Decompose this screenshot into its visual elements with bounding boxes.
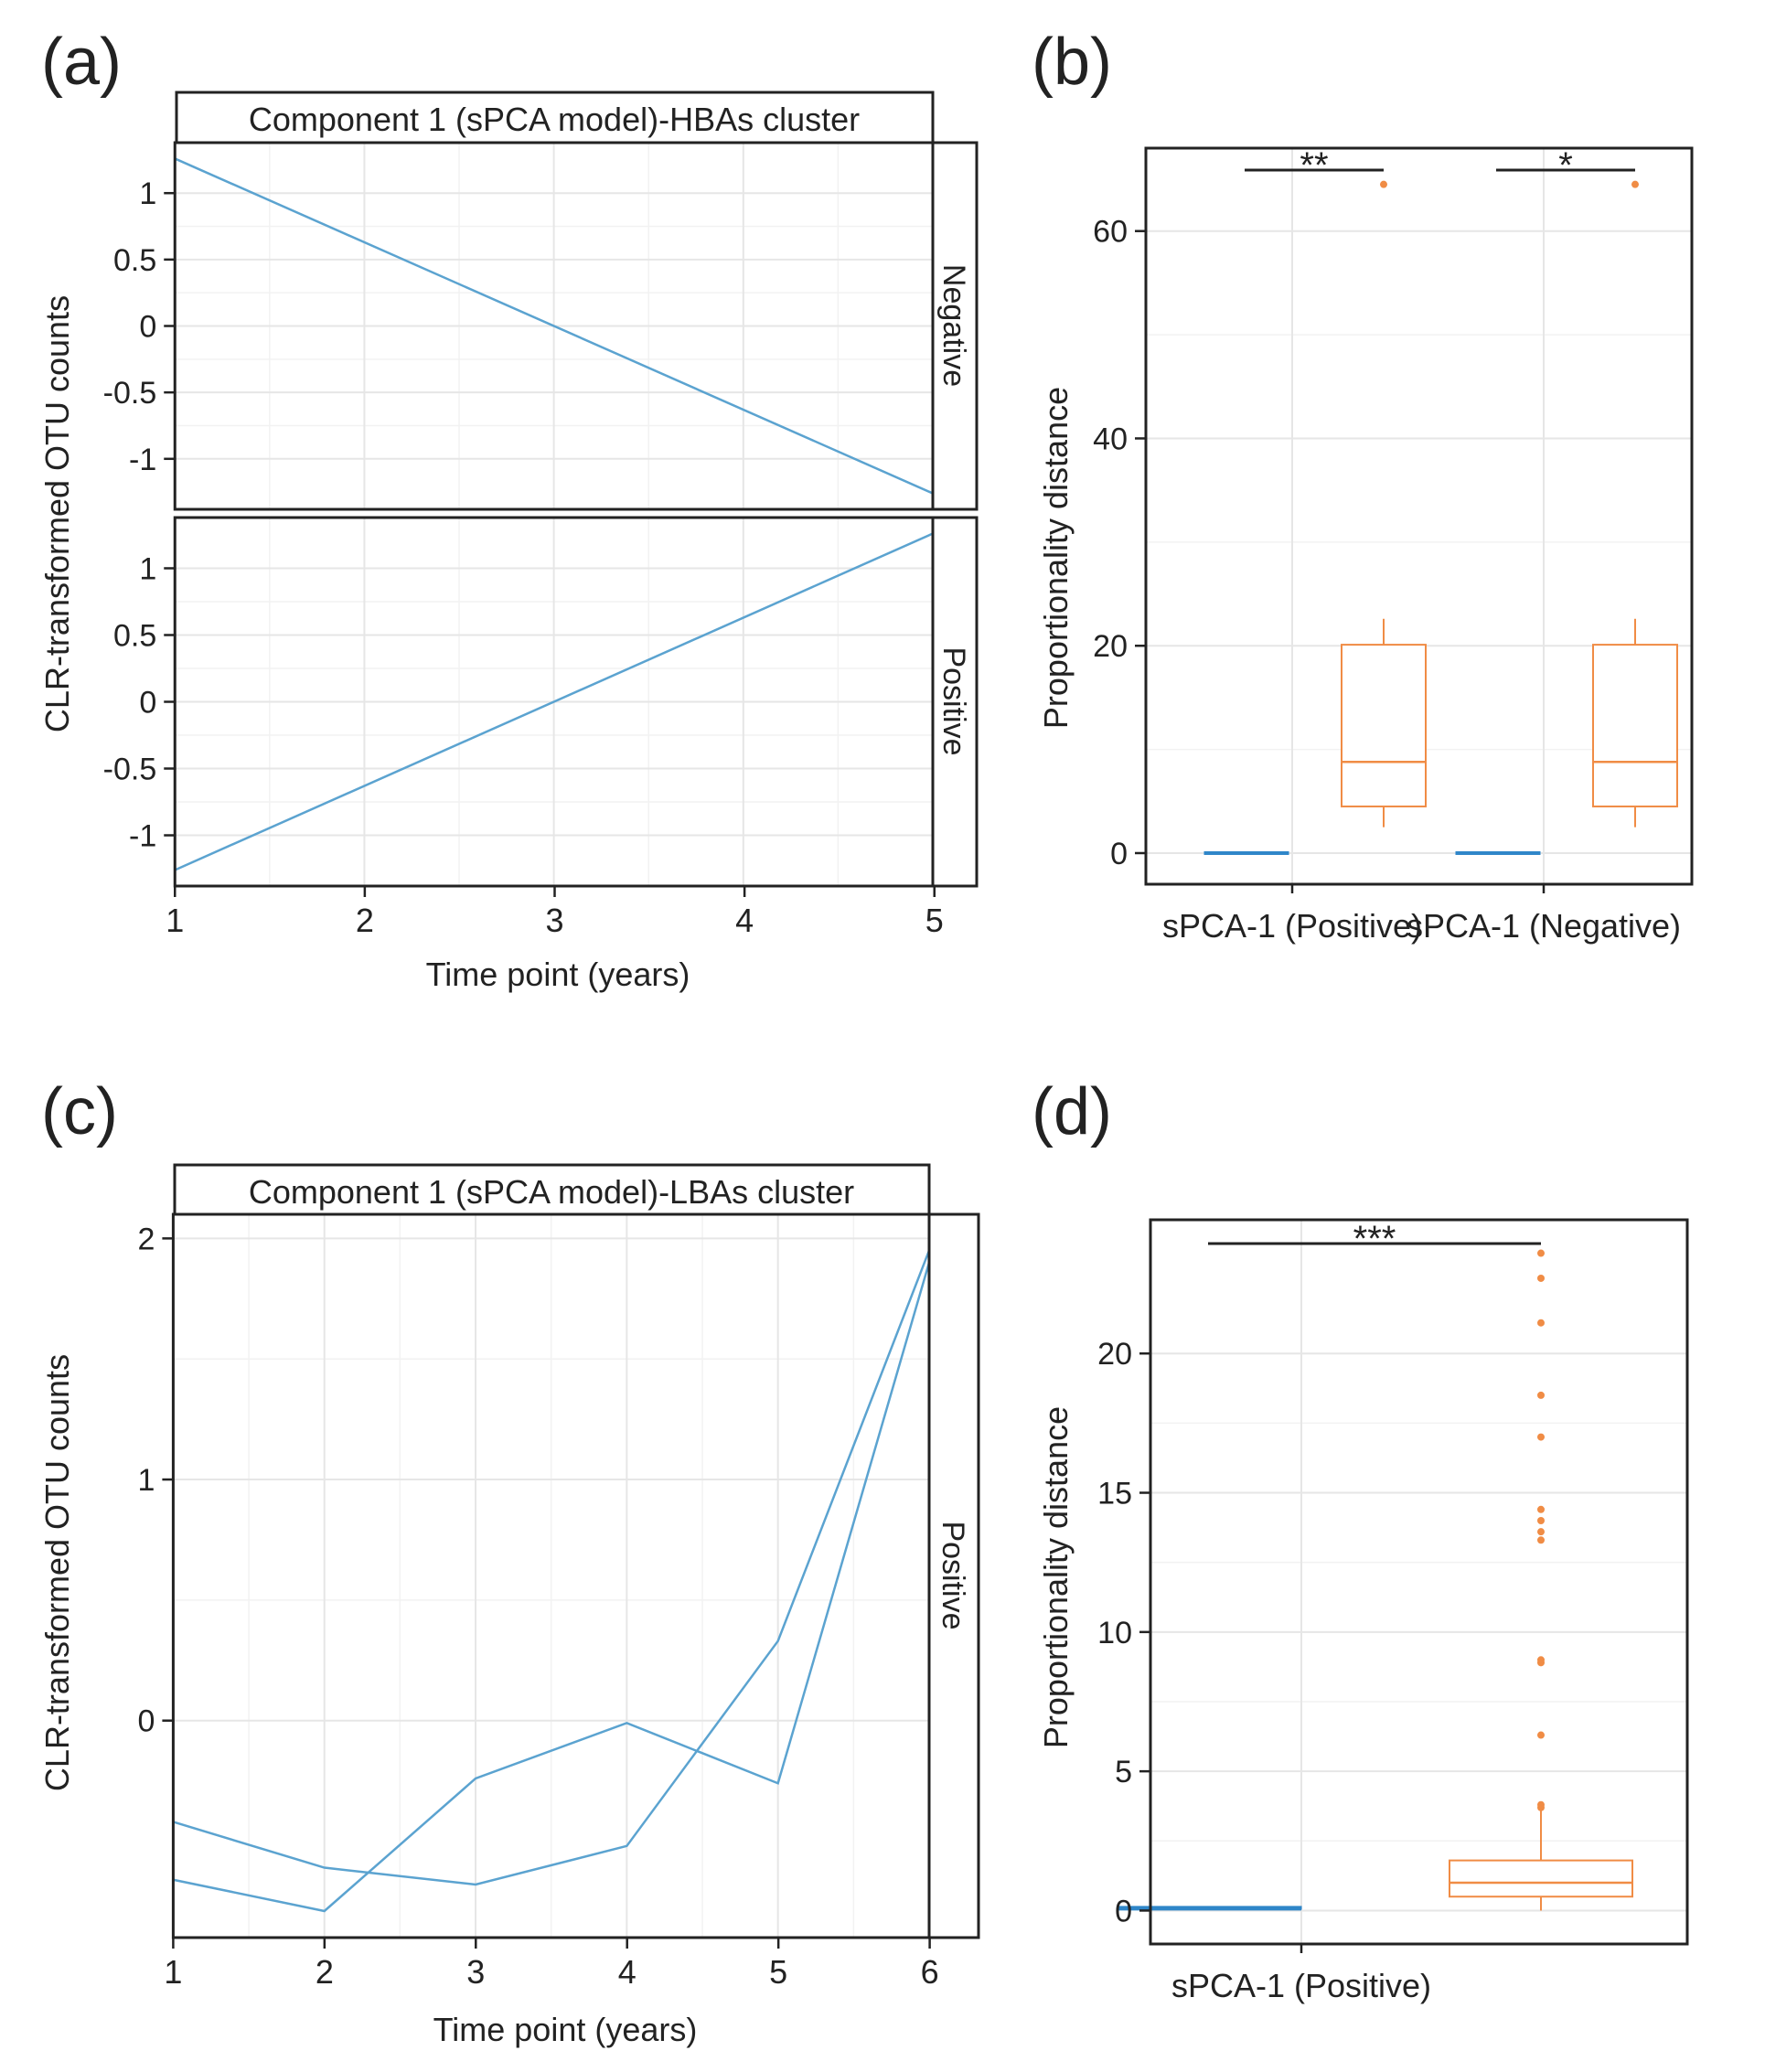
y-tick-label: 0	[137, 1704, 155, 1739]
panel-c-facet-label-positive: Positive	[936, 1521, 970, 1629]
panel-a-strip	[175, 91, 935, 144]
x-tick-label: 3	[466, 1953, 485, 1991]
x-tick-label: sPCA-1 (Positive)	[1171, 1967, 1431, 2004]
y-tick-label: 5	[1115, 1755, 1132, 1789]
y-tick-label: 0	[139, 310, 156, 345]
outlier-point	[1537, 1656, 1545, 1664]
outlier-point	[1537, 1505, 1545, 1513]
panel-a-x-label: Time point (years)	[426, 956, 690, 993]
y-tick-label: 0	[1115, 1894, 1132, 1928]
significance-label: *	[1558, 145, 1573, 186]
panel-label-b: (b)	[1032, 26, 1112, 99]
orange-box	[1449, 1859, 1633, 1898]
series-line-2	[173, 1262, 931, 1913]
panel-a-y-label: CLR-transformed OTU counts	[38, 295, 76, 732]
outlier-point	[1537, 1516, 1545, 1524]
outlier-point	[1537, 1249, 1545, 1257]
panel-a-line-chart: Component 1 (sPCA model)-HBAs cluster 1 0…	[38, 91, 979, 993]
y-tick-label: 60	[1093, 215, 1128, 250]
panel-d-y-label: Proportionality distance	[1037, 1406, 1075, 1748]
y-tick-label: 1	[139, 551, 156, 586]
plot-frame	[1149, 1218, 1689, 1946]
series-line-1	[174, 532, 934, 871]
panel-a-facet-negative: 1 0.5 0 -0.5 -1	[103, 141, 935, 511]
panel-b-plot-area: ** sPCA-1 (Positive) * sPCA-1 (Negative) 0 20…	[1093, 145, 1694, 945]
y-tick-label: 10	[1097, 1616, 1132, 1650]
y-tick-label: 2	[137, 1222, 155, 1256]
y-tick-label: 20	[1093, 629, 1128, 664]
x-tick-label: 4	[735, 902, 754, 939]
panel-a-facet-strip-positive	[931, 516, 979, 888]
outlier-point	[1537, 1319, 1545, 1327]
panel-c-facet-positive: 0 1 2	[137, 1212, 931, 1939]
x-tick-label: 2	[316, 1953, 334, 1991]
panel-a-facet-label-positive: Positive	[936, 646, 971, 755]
outlier-point	[1537, 1731, 1545, 1739]
outlier-point	[1537, 1536, 1545, 1544]
significance-label: ***	[1353, 1219, 1396, 1259]
panel-c-strip	[173, 1163, 931, 1216]
y-tick-label: 1	[139, 176, 156, 211]
y-tick-label: -1	[129, 443, 156, 477]
y-tick-label: 1	[137, 1463, 155, 1498]
y-tick-label: 15	[1097, 1477, 1132, 1511]
panel-a-facet-positive: 1 0.5 0 -0.5 -1	[103, 516, 935, 888]
outlier-point	[1537, 1528, 1545, 1536]
outlier-point	[1537, 1274, 1545, 1282]
panel-a-x-axis: 1 2 3 4 5	[166, 886, 944, 939]
x-tick-label: 1	[166, 902, 184, 939]
series-line-1	[174, 157, 934, 495]
orange-box	[1341, 644, 1427, 807]
series-line-1	[173, 1250, 931, 1886]
panel-c-facet-strip-positive	[927, 1212, 980, 1939]
outlier-point	[1631, 180, 1639, 188]
panel-c-y-label: CLR-transformed OTU counts	[38, 1354, 76, 1791]
panel-a-facet-label-negative: Negative	[936, 264, 971, 387]
x-tick-label: sPCA-1 (Negative)	[1407, 907, 1681, 945]
x-tick-label: sPCA-1 (Positive)	[1162, 907, 1422, 945]
outlier-point	[1537, 1800, 1545, 1809]
plot-frame	[1144, 146, 1694, 886]
panel-label-c: (c)	[41, 1075, 118, 1148]
panel-c-x-label: Time point (years)	[433, 2011, 698, 2048]
panel-c-x-axis: 1 2 3 4 5 6	[164, 1938, 939, 1991]
plot-background	[1150, 1220, 1687, 1944]
panel-c-line-chart: Component 1 (sPCA model)-LBAs cluster 0 1…	[38, 1163, 980, 2048]
x-tick-label: 6	[921, 1953, 939, 1991]
y-tick-label: 20	[1097, 1337, 1132, 1372]
x-tick-label: 3	[545, 902, 563, 939]
orange-box	[1592, 644, 1678, 807]
panel-a-strip-title: Component 1 (sPCA model)-HBAs cluster	[249, 101, 860, 138]
outlier-point	[1537, 1433, 1545, 1441]
y-tick-label: -1	[129, 819, 156, 854]
y-tick-label: 40	[1093, 422, 1128, 456]
x-tick-label: 5	[769, 1953, 787, 1991]
y-tick-label: -0.5	[103, 753, 157, 787]
x-tick-label: 2	[356, 902, 374, 939]
x-tick-label: 4	[618, 1953, 636, 1991]
panel-b-box-plot: ** sPCA-1 (Positive) * sPCA-1 (Negative) 0 20…	[1037, 145, 1694, 945]
panel-d-box-plot: *** sPCA-1 (Positive) 0 5 10 15 20 Proportiona…	[1037, 1218, 1689, 2004]
panel-b-y-label: Proportionality distance	[1037, 387, 1075, 729]
outlier-point	[1537, 1391, 1545, 1399]
y-tick-label: 0.5	[113, 618, 156, 653]
significance-label: **	[1300, 145, 1328, 186]
outlier-point	[1380, 180, 1387, 188]
panel-label-a: (a)	[41, 26, 122, 99]
panel-c-strip-title: Component 1 (sPCA model)-LBAs cluster	[249, 1173, 854, 1211]
x-tick-label: 1	[164, 1953, 182, 1991]
y-tick-label: 0.5	[113, 243, 156, 278]
y-tick-label: 0	[1110, 837, 1128, 871]
y-tick-label: -0.5	[103, 376, 157, 411]
panel-a-facet-strip-negative	[931, 141, 979, 511]
panel-d-plot-area: *** sPCA-1 (Positive) 0 5 10 15 20	[1097, 1218, 1689, 2004]
y-tick-label: 0	[139, 686, 156, 721]
x-tick-label: 5	[925, 902, 944, 939]
panel-label-d: (d)	[1032, 1075, 1112, 1148]
